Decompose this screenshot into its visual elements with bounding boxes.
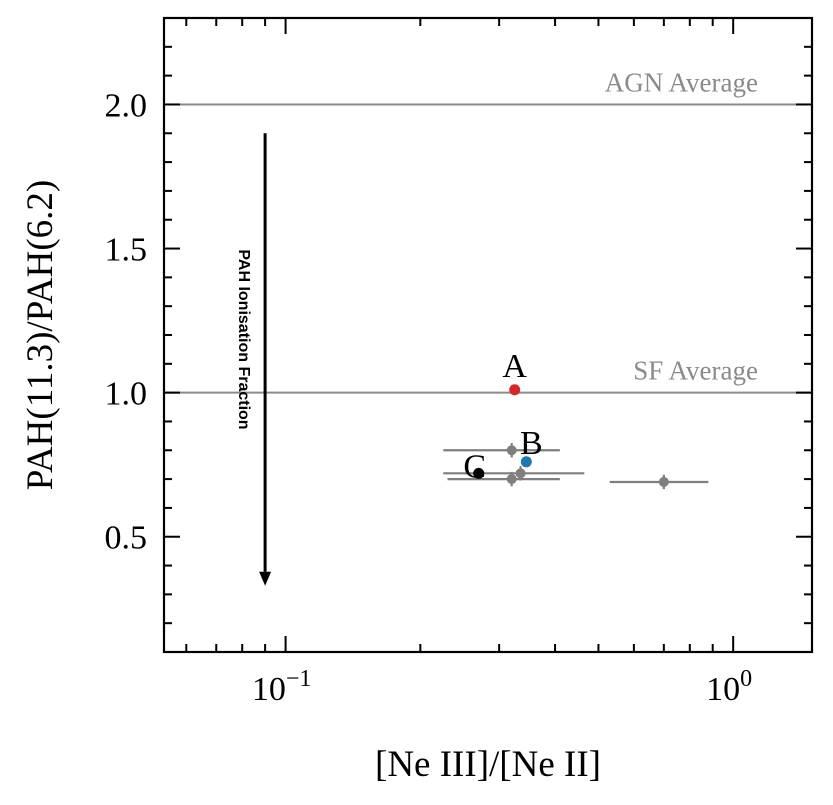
plot-frame — [162, 16, 814, 654]
point-C — [473, 467, 485, 479]
tick-labels: 0.51.01.52.010−1 100 — [105, 87, 753, 708]
point-A — [509, 384, 521, 396]
data-points: A BC — [463, 348, 542, 486]
y-tick-label-3: 2.0 — [105, 87, 148, 124]
x-tick-label-0: 10−1 — [252, 666, 312, 708]
x-tick-base-0: 10 — [252, 671, 286, 708]
reference-label-1: SF Average — [633, 356, 758, 386]
errorbar-point-2 — [515, 468, 526, 479]
y-tick-label-0: 0.5 — [105, 520, 148, 557]
axis-ticks — [164, 18, 812, 653]
reference-lines: AGN Average SF Average — [164, 67, 812, 394]
point-label-A: A — [502, 348, 527, 385]
x-tick-exponent-1: 0 — [740, 666, 752, 692]
x-tick-label-1: 100 — [706, 666, 752, 708]
error-bars — [443, 443, 709, 490]
point-label-C: C — [463, 448, 486, 485]
errorbar-point-1 — [506, 474, 517, 485]
point-B — [520, 456, 532, 468]
x-axis-label: [Ne III]/[Ne II] — [375, 744, 601, 785]
point-label-B: B — [520, 425, 543, 462]
errorbar-point-3 — [658, 476, 669, 487]
reference-label-0: AGN Average — [605, 67, 758, 97]
y-tick-label-2: 1.5 — [105, 232, 148, 269]
x-tick-base-1: 10 — [706, 671, 740, 708]
arrow-label: PAH Ionisation Fraction — [235, 249, 252, 429]
errorbar-point-0 — [506, 445, 517, 456]
arrow-head — [259, 571, 272, 586]
x-tick-exponent-0: −1 — [286, 666, 312, 692]
ionisation-arrow: PAH Ionisation Fraction — [235, 133, 272, 586]
y-tick-label-1: 1.0 — [105, 376, 148, 413]
y-axis-label: PAH(11.3)/PAH(6.2) — [20, 180, 61, 490]
